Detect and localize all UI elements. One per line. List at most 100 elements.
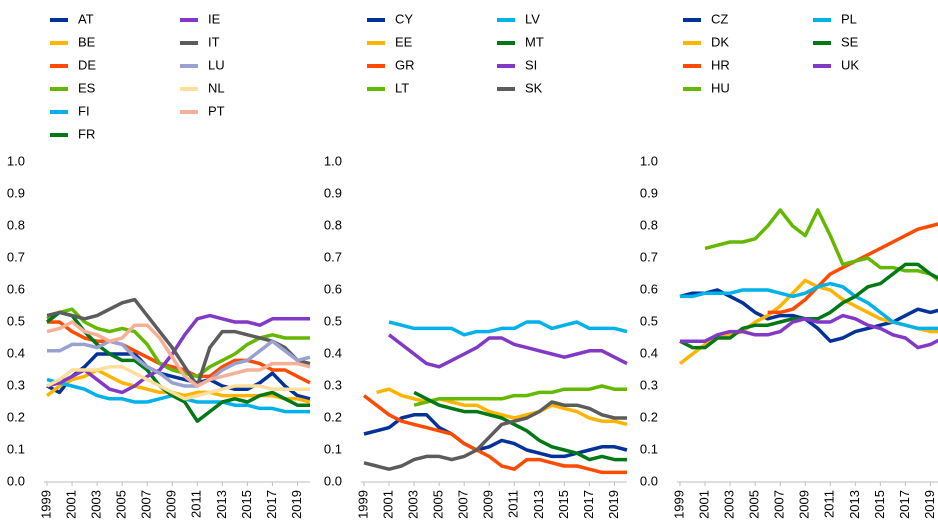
y-tick-label: 0.9 (324, 185, 342, 200)
y-tick-label: 0.4 (7, 345, 25, 360)
legend-label: MT (525, 34, 544, 49)
series-line (46, 307, 310, 379)
y-tick-label: 0.0 (640, 473, 658, 488)
y-tick-label: 0.0 (324, 473, 342, 488)
x-tick-label: 2005 (114, 490, 129, 519)
series-line (363, 400, 627, 471)
x-tick-label: 2019 (606, 490, 621, 519)
legend-label: DK (711, 34, 729, 49)
x-tick-label: 2015 (556, 490, 571, 519)
y-tick-label: 0.6 (640, 281, 658, 296)
legend-label: IT (208, 34, 220, 49)
x-tick-label: 2015 (872, 490, 887, 519)
series-line (388, 320, 628, 337)
y-tick-label: 0.2 (640, 409, 658, 424)
series-line (46, 352, 311, 401)
y-tick-label: 0.1 (7, 441, 25, 456)
series-line (704, 208, 938, 282)
series-line (46, 320, 311, 388)
x-tick-label: 2001 (63, 490, 78, 519)
legend-label: LV (525, 11, 540, 26)
legend-label: UK (841, 57, 859, 72)
x-tick-label: 2005 (747, 490, 762, 519)
legend-label: GR (395, 57, 415, 72)
y-tick-label: 0.7 (640, 249, 658, 264)
y-tick-label: 0.3 (324, 377, 342, 392)
legend-label: DE (78, 57, 96, 72)
series-line (413, 384, 627, 407)
x-tick-label: 2003 (722, 490, 737, 519)
series-line (413, 390, 627, 462)
legend-label: EE (395, 34, 413, 49)
y-tick-label: 0.1 (640, 441, 658, 456)
series-line (387, 333, 628, 369)
legend-label: PL (841, 11, 857, 26)
legend-label: CY (395, 11, 413, 26)
x-tick-label: 2019 (289, 490, 304, 519)
x-tick-label: 1999 (671, 490, 686, 519)
series-line (376, 387, 628, 427)
y-tick-label: 0.8 (640, 217, 658, 232)
legend-label: LT (395, 80, 409, 95)
y-tick-label: 0.4 (324, 345, 342, 360)
x-tick-label: 2013 (214, 490, 229, 519)
y-tick-label: 1.0 (640, 153, 658, 168)
legend-label: SE (841, 34, 859, 49)
series-line (680, 281, 938, 331)
x-tick-label: 2019 (922, 490, 937, 519)
x-tick-label: 2007 (139, 490, 154, 519)
y-tick-label: 0.5 (640, 313, 658, 328)
x-tick-label: 2011 (506, 490, 521, 518)
y-tick-label: 0.3 (7, 377, 25, 392)
x-tick-label: 2017 (897, 490, 912, 519)
y-tick-label: 1.0 (324, 153, 342, 168)
legend-label: AT (78, 11, 94, 26)
legend-label: HR (711, 57, 730, 72)
legend-label: FR (78, 126, 95, 141)
legend-label: CZ (711, 11, 728, 26)
series-line (46, 365, 310, 401)
series-line (45, 310, 310, 423)
x-tick-label: 2001 (696, 490, 711, 519)
x-tick-label: 2003 (89, 490, 104, 519)
series-line (47, 339, 311, 388)
x-tick-label: 2003 (406, 490, 421, 519)
y-tick-label: 0.7 (7, 249, 25, 264)
series-line (46, 297, 311, 388)
x-tick-label: 2013 (531, 490, 546, 519)
x-tick-label: 2005 (431, 490, 446, 519)
legend-label: IE (208, 11, 221, 26)
legend-label: FI (78, 103, 90, 118)
y-tick-label: 0.9 (640, 185, 658, 200)
x-tick-label: 2009 (164, 490, 179, 519)
x-tick-label: 2001 (380, 490, 395, 519)
y-tick-label: 0.1 (324, 441, 342, 456)
y-tick-label: 0.5 (7, 313, 25, 328)
y-tick-label: 0.6 (7, 281, 25, 296)
x-tick-label: 2009 (797, 490, 812, 519)
series-line (362, 394, 627, 475)
y-tick-label: 0.0 (7, 473, 25, 488)
x-tick-label: 2007 (456, 490, 471, 519)
x-tick-label: 1999 (355, 490, 370, 519)
x-tick-label: 2015 (239, 490, 254, 519)
legend-label: SK (525, 80, 543, 95)
y-tick-label: 0.8 (7, 217, 25, 232)
legend-label: NL (208, 80, 225, 95)
y-tick-label: 0.5 (324, 313, 342, 328)
y-tick-label: 0.2 (324, 409, 342, 424)
y-tick-label: 0.9 (7, 185, 25, 200)
x-tick-label: 2011 (822, 490, 837, 518)
x-tick-label: 2017 (581, 490, 596, 519)
legend-label: SI (525, 57, 537, 72)
x-tick-label: 2017 (264, 490, 279, 519)
series-line (46, 313, 310, 395)
x-tick-label: 1999 (38, 490, 53, 519)
series-line (363, 413, 628, 459)
legend-label: HU (711, 80, 730, 95)
legend-label: ES (78, 80, 96, 95)
y-tick-label: 0.4 (640, 345, 658, 360)
y-tick-label: 1.0 (7, 153, 25, 168)
y-tick-label: 0.2 (7, 409, 25, 424)
